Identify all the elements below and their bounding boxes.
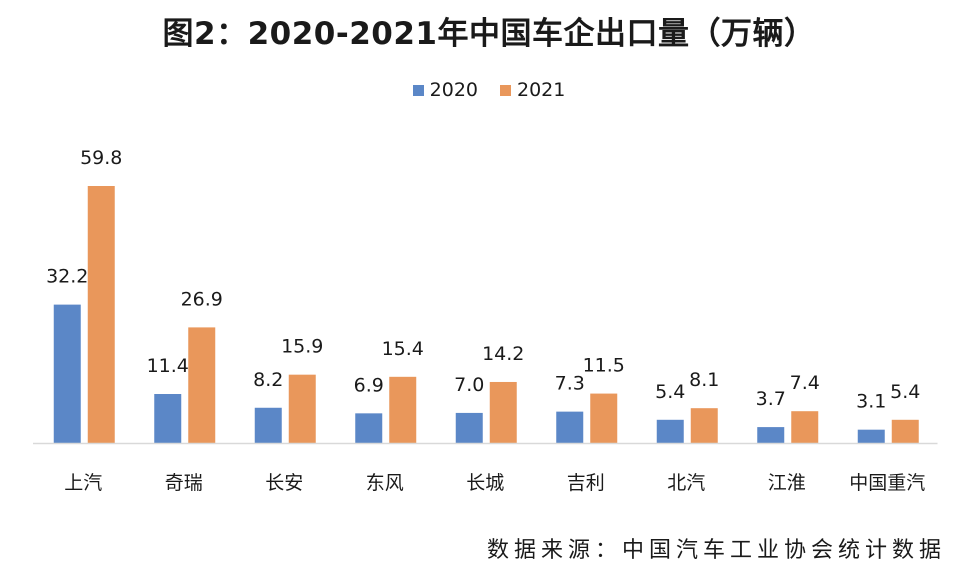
data-label-2020-0: 32.2 [46, 266, 88, 288]
bar-2021-0 [87, 186, 115, 443]
data-label-2020-8: 3.1 [856, 391, 886, 413]
category-label-3: 东风 [366, 472, 404, 494]
category-label-0: 上汽 [64, 472, 102, 494]
data-label-2021-3: 15.4 [382, 338, 424, 360]
source-note: 数据来源：中国汽车工业协会统计数据 [486, 538, 946, 563]
bar-2021-4 [489, 381, 517, 443]
data-label-2020-3: 6.9 [354, 374, 384, 396]
bar-2020-5 [556, 411, 584, 443]
category-label-1: 奇瑞 [165, 472, 203, 494]
legend-item-2020: 2020 [412, 79, 478, 101]
data-label-2021-8: 5.4 [890, 381, 920, 403]
data-label-2021-0: 59.8 [80, 147, 122, 169]
category-label-4: 长城 [466, 472, 504, 494]
category-label-7: 江淮 [768, 472, 806, 494]
chart-title: 图2：2020-2021年中国车企出口量（万辆） [162, 16, 816, 52]
data-label-2021-5: 11.5 [583, 355, 625, 377]
data-label-2021-4: 14.2 [482, 343, 524, 365]
legend-label-2020: 2020 [429, 79, 478, 101]
bar-2020-2 [254, 407, 282, 443]
bar-2020-4 [455, 412, 483, 443]
data-label-2020-4: 7.0 [454, 374, 484, 396]
legend: 2020 2021 [0, 79, 978, 101]
category-label-6: 北汽 [667, 472, 705, 494]
legend-item-2021: 2021 [500, 79, 565, 101]
legend-swatch-2020 [412, 84, 424, 96]
data-label-2021-1: 26.9 [181, 288, 223, 310]
bar-2020-1 [154, 394, 182, 443]
data-label-2021-2: 15.9 [281, 336, 323, 358]
bar-2021-6 [690, 408, 718, 443]
category-label-5: 吉利 [567, 472, 605, 494]
bar-2020-3 [355, 413, 383, 443]
bar-2021-8 [891, 419, 919, 443]
data-label-2020-2: 8.2 [253, 369, 283, 391]
bar-2021-3 [389, 376, 417, 443]
data-label-2020-1: 11.4 [147, 355, 189, 377]
category-label-8: 中国重汽 [849, 472, 925, 494]
bar-2021-1 [188, 327, 216, 443]
bar-2020-6 [656, 419, 684, 443]
bar-2021-7 [791, 411, 819, 443]
data-label-2020-6: 5.4 [655, 381, 685, 403]
bar-2020-0 [53, 304, 81, 443]
bar-2021-5 [590, 393, 618, 443]
data-label-2020-5: 7.3 [555, 373, 585, 395]
bar-2020-8 [857, 429, 885, 443]
data-label-2021-7: 7.4 [790, 372, 820, 394]
bar-2021-2 [288, 374, 316, 443]
bar-2020-7 [757, 427, 785, 443]
data-label-2020-7: 3.7 [756, 388, 786, 410]
data-label-2021-6: 8.1 [689, 369, 719, 391]
category-label-2: 长安 [265, 472, 303, 494]
legend-swatch-2021 [500, 84, 511, 96]
legend-label-2021: 2021 [517, 79, 566, 101]
